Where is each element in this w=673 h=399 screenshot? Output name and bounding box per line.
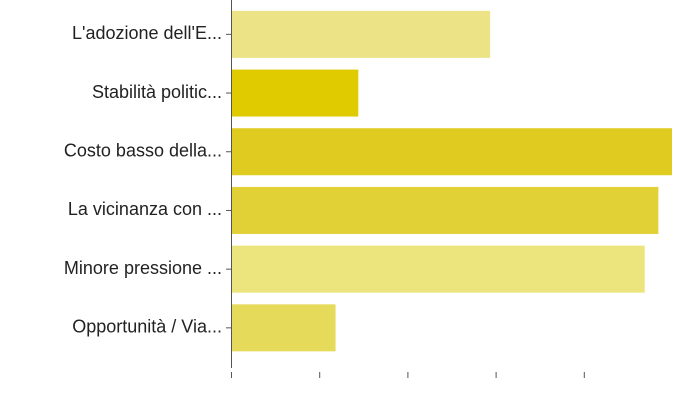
bar-4 — [232, 245, 645, 293]
bar-0 — [232, 10, 491, 58]
category-label-5: Opportunità / Via... — [72, 317, 222, 337]
category-label-2: Costo basso della... — [64, 141, 222, 161]
bar-1 — [232, 69, 359, 117]
category-label-3: La vicinanza con ... — [68, 199, 222, 219]
category-label-0: L'adozione dell'E... — [72, 23, 222, 43]
bars-layer — [232, 10, 672, 352]
bar-3 — [232, 186, 659, 234]
axes — [226, 0, 585, 378]
bar-5 — [232, 304, 336, 352]
category-label-4: Minore pressione ... — [64, 258, 222, 278]
bar-2 — [232, 128, 672, 176]
category-labels: L'adozione dell'E... Stabilità politic...… — [64, 23, 222, 337]
category-label-1: Stabilità politic... — [92, 82, 222, 102]
